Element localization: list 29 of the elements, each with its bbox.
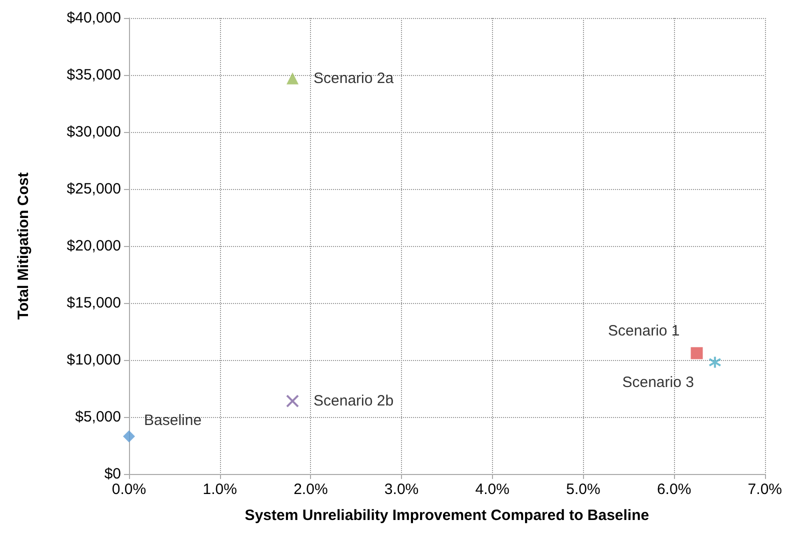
series-label: Scenario 2a: [314, 70, 394, 87]
point: [690, 347, 703, 360]
series-label: Scenario 2b: [314, 392, 394, 410]
y-tick-label: $20,000: [66, 238, 121, 254]
y-tick-label: $5,000: [75, 408, 121, 426]
y-tick-label: $40,000: [66, 10, 121, 26]
x-tick-label: 0.0%: [112, 481, 146, 498]
point: [286, 72, 299, 84]
y-tick-label: $35,000: [66, 66, 121, 84]
y-tick-label: $30,000: [66, 124, 121, 140]
x-tick-label: 5.0%: [566, 481, 600, 498]
series-label: Scenario 3: [622, 374, 694, 391]
y-tick-label: $10,000: [66, 352, 121, 368]
point: [123, 430, 135, 442]
y-tick-label: $25,000: [66, 180, 121, 198]
point: [286, 394, 300, 408]
series-label: Scenario 1: [608, 322, 680, 340]
y-tick-label: $15,000: [66, 294, 121, 312]
y-tick-label: $0: [104, 466, 121, 482]
x-tick-label: 6.0%: [656, 481, 692, 498]
x-axis-title: System Unreliability Improvement Compared to Baseline: [244, 507, 650, 524]
x-tick-label: 1.0%: [202, 481, 237, 498]
x-tick-label: 7.0%: [748, 481, 782, 498]
x-tick-label: 4.0%: [475, 481, 510, 498]
x-tick-label: 2.0%: [294, 481, 328, 498]
y-axis-title: Total Mitigation Cost: [15, 172, 32, 320]
x-tick-label: 3.0%: [384, 481, 419, 498]
point: [708, 356, 722, 369]
series-label: Baseline: [144, 412, 202, 429]
